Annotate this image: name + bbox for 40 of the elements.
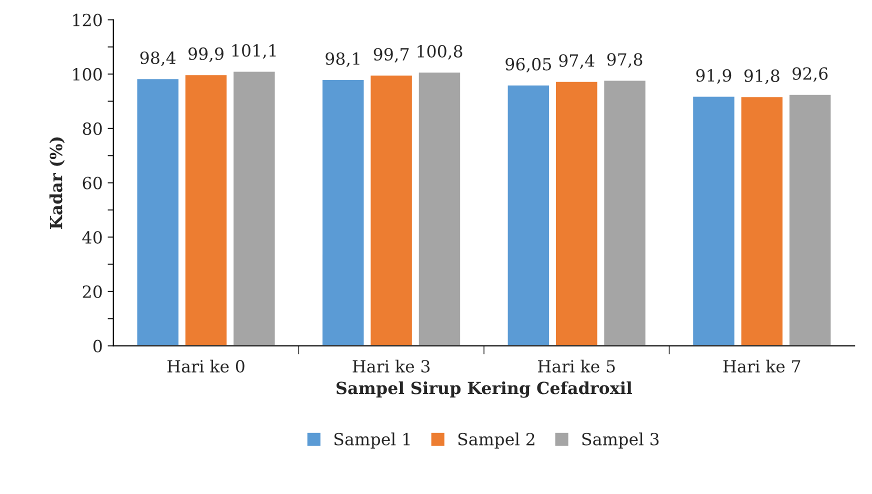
bar (232, 70, 276, 346)
bar (321, 78, 366, 346)
bar (692, 95, 736, 346)
y-tick-label: 20 (82, 285, 102, 298)
bar (417, 71, 462, 346)
data-label: 92,6 (792, 67, 828, 82)
data-label: 97,4 (559, 54, 594, 69)
bar (554, 80, 599, 346)
data-label: 97,8 (607, 53, 642, 68)
bar (602, 79, 647, 346)
data-label: 98,1 (326, 52, 360, 67)
y-tick-label: 60 (82, 176, 102, 190)
legend-label: Sampel 2 (458, 432, 534, 449)
bar (788, 94, 832, 346)
data-label: 99,9 (188, 47, 224, 62)
y-tick-label: 80 (82, 122, 102, 136)
data-label: 98,4 (140, 52, 176, 66)
legend-label: Sampel 3 (582, 432, 659, 449)
y-tick-label: 100 (73, 68, 102, 81)
bar (136, 78, 180, 346)
bar (184, 74, 228, 346)
x-axis-title: Sampel Sirup Kering Cefadroxil (336, 381, 632, 398)
y-tick-label: 0 (93, 340, 102, 352)
bar (740, 96, 784, 346)
data-label: 91,9 (696, 69, 732, 84)
legend-label: Sampel 1 (334, 432, 410, 449)
x-tick-label: Hari ke 7 (723, 360, 800, 373)
x-tick-label: Hari ke 5 (538, 360, 615, 373)
data-label: 91,8 (744, 69, 780, 84)
bar (506, 84, 550, 346)
data-label: 100,8 (418, 44, 462, 60)
y-tick-label: 40 (82, 231, 102, 244)
data-label: 101,1 (232, 44, 276, 59)
y-tick-label: 120 (73, 14, 102, 26)
data-label: 99,7 (374, 48, 409, 63)
data-label: 96,05 (506, 58, 551, 73)
y-axis-title: Kadar (%) (49, 137, 65, 229)
x-tick-label: Hari ke 3 (352, 360, 430, 373)
bar (369, 74, 414, 346)
x-tick-label: Hari ke 0 (167, 360, 244, 373)
